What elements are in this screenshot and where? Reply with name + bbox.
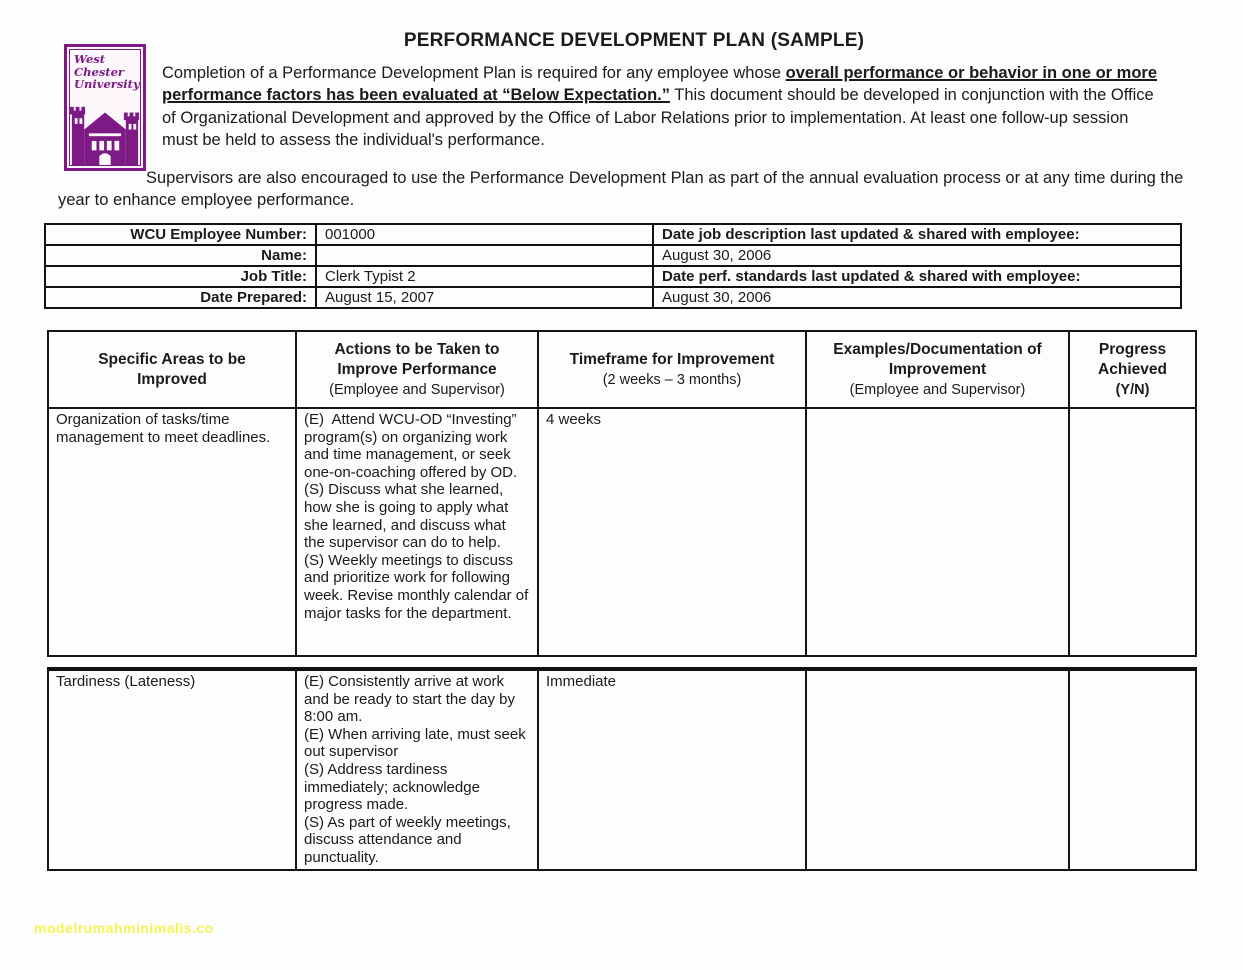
info-row-date-prepared: Date Prepared: August 15, 2007 August 30… [44, 286, 1182, 309]
university-logo: West Chester University [64, 44, 146, 171]
area-cell: Organization of tasks/time management to… [47, 407, 297, 657]
employee-number-label: WCU Employee Number: [44, 223, 317, 246]
column-header-actions-subtitle: (Employee and Supervisor) [329, 382, 505, 398]
intro-text-post: This document should be developed in con… [162, 86, 1154, 150]
column-header-areas: Specific Areas to be Improved [47, 330, 297, 409]
castle-icon [70, 91, 140, 165]
job-description-date-value: August 30, 2006 [652, 244, 1182, 267]
progress-cell [1068, 667, 1197, 871]
actions-cell: (E) Consistently arrive at work and be r… [295, 667, 539, 871]
column-header-timeframe-subtitle: (2 weeks – 3 months) [602, 372, 742, 389]
column-header-examples-subtitle: (Employee and Supervisor) [849, 382, 1026, 398]
plan-header-row: Specific Areas to be Improved Actions to… [47, 330, 1197, 409]
examples-cell [805, 407, 1070, 657]
info-row-employee-number: WCU Employee Number: 001000 Date job des… [44, 223, 1182, 246]
actions-cell: (E) Attend WCU-OD “Investing” program(s)… [295, 407, 539, 657]
info-row-name: Name: August 30, 2006 [44, 244, 1182, 267]
intro-text-pre: Completion of a Performance Development … [162, 64, 786, 82]
intro-paragraph-2: Supervisors are also encouraged to use t… [58, 169, 1184, 210]
column-header-progress-subtitle: (Y/N) [1115, 382, 1150, 398]
progress-cell [1068, 407, 1197, 657]
column-header-examples: Examples/Documentation of Improvement (Em… [805, 330, 1070, 409]
intro-paragraph-1: Completion of a Performance Development … [162, 62, 1168, 152]
date-prepared-value: August 15, 2007 [315, 286, 654, 309]
plan-row-tardiness: Tardiness (Lateness) (E) Consistently ar… [47, 667, 1197, 871]
perf-standards-date-value: August 30, 2006 [652, 286, 1182, 309]
intro-text-bold-underline: overall performance or behavior in one o… [162, 64, 1158, 105]
column-header-timeframe-title: Timeframe for Improvement [569, 350, 775, 368]
name-label: Name: [44, 244, 317, 267]
university-logo-frame: West Chester University [69, 49, 141, 166]
page-title: PERFORMANCE DEVELOPMENT PLAN (SAMPLE) [403, 30, 865, 51]
job-title-value: Clerk Typist 2 [315, 265, 654, 288]
column-header-areas-title: Specific Areas to be Improved [98, 351, 246, 388]
plan-row-organization: Organization of tasks/time management to… [47, 407, 1197, 657]
info-row-job-title: Job Title: Clerk Typist 2 Date perf. sta… [44, 265, 1182, 288]
job-description-date-label: Date job description last updated & shar… [652, 223, 1182, 246]
column-header-timeframe: Timeframe for Improvement (2 weeks – 3 mo… [537, 330, 807, 409]
employee-number-value: 001000 [315, 223, 654, 246]
column-header-progress: Progress Achieved (Y/N) [1068, 330, 1197, 409]
perf-standards-date-label: Date perf. standards last updated & shar… [652, 265, 1182, 288]
column-header-examples-title: Examples/Documentation of Improvement [833, 341, 1042, 378]
employee-info-table: WCU Employee Number: 001000 Date job des… [44, 223, 1182, 309]
job-title-label: Job Title: [44, 265, 317, 288]
column-header-actions: Actions to be Taken to Improve Performan… [295, 330, 539, 409]
date-prepared-label: Date Prepared: [44, 286, 317, 309]
column-header-actions-title: Actions to be Taken to Improve Performan… [334, 341, 500, 378]
plan-table: Specific Areas to be Improved Actions to… [47, 330, 1197, 657]
plan-table-continued: Tardiness (Lateness) (E) Consistently ar… [47, 667, 1197, 871]
university-logo-text: West Chester University [74, 52, 140, 91]
timeframe-cell: Immediate [537, 667, 807, 871]
watermark-text: modelrumahminimalis.co [34, 920, 214, 936]
examples-cell [805, 667, 1070, 871]
column-header-progress-title: Progress Achieved [1098, 341, 1167, 378]
timeframe-cell: 4 weeks [537, 407, 807, 657]
area-cell: Tardiness (Lateness) [47, 667, 297, 871]
name-value [315, 244, 654, 267]
